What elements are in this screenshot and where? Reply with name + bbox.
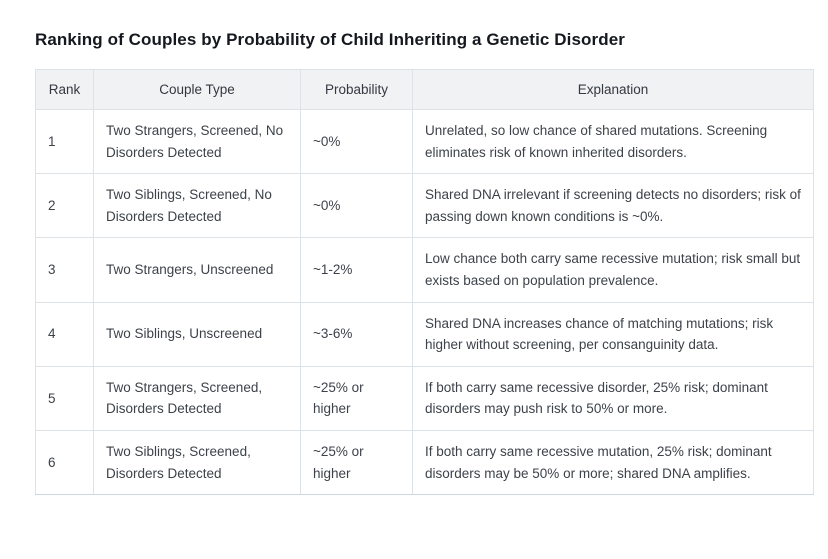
page-title: Ranking of Couples by Probability of Chi… — [35, 30, 625, 49]
couple-type-cell: Two Strangers, Unscreened — [93, 237, 301, 303]
ranking-table: Rank Couple Type Probability Explanation… — [35, 69, 814, 496]
rank-cell: 6 — [35, 429, 94, 496]
table-row: 3 Two Strangers, Unscreened ~1-2% Low ch… — [35, 237, 814, 303]
probability-cell: ~0% — [300, 108, 413, 175]
probability-cell: ~3-6% — [300, 301, 413, 367]
probability-cell: ~1-2% — [300, 237, 413, 303]
probability-cell: ~25% or higher — [300, 429, 413, 496]
column-header-probability: Probability — [300, 69, 413, 110]
explanation-cell: Low chance both carry same recessive mut… — [412, 237, 814, 303]
explanation-cell: If both carry same recessive disorder, 2… — [412, 365, 814, 431]
explanation-cell: If both carry same recessive mutation, 2… — [412, 429, 814, 496]
table-row: 5 Two Strangers, Screened, Disorders Det… — [35, 365, 814, 431]
explanation-cell: Unrelated, so low chance of shared mutat… — [412, 108, 814, 175]
probability-cell: ~0% — [300, 173, 413, 239]
rank-cell: 5 — [35, 365, 94, 431]
probability-cell: ~25% or higher — [300, 365, 413, 431]
couple-type-cell: Two Siblings, Unscreened — [93, 301, 301, 367]
couple-type-cell: Two Strangers, Screened, No Disorders De… — [93, 108, 301, 175]
rank-cell: 4 — [35, 301, 94, 367]
column-header-rank: Rank — [35, 69, 94, 110]
column-header-couple-type: Couple Type — [93, 69, 301, 110]
header-row: Rank Couple Type Probability Explanation — [35, 69, 814, 110]
page: Ranking of Couples by Probability of Chi… — [35, 30, 814, 496]
couple-type-cell: Two Siblings, Screened, No Disorders Det… — [93, 173, 301, 239]
explanation-cell: Shared DNA irrelevant if screening detec… — [412, 173, 814, 239]
rank-cell: 3 — [35, 237, 94, 303]
column-header-explanation: Explanation — [412, 69, 814, 110]
table-row: 4 Two Siblings, Unscreened ~3-6% Shared … — [35, 301, 814, 367]
explanation-cell: Shared DNA increases chance of matching … — [412, 301, 814, 367]
table-row: 2 Two Siblings, Screened, No Disorders D… — [35, 173, 814, 239]
table-row: 1 Two Strangers, Screened, No Disorders … — [35, 108, 814, 175]
rank-cell: 1 — [35, 108, 94, 175]
couple-type-cell: Two Strangers, Screened, Disorders Detec… — [93, 365, 301, 431]
table-row: 6 Two Siblings, Screened, Disorders Dete… — [35, 429, 814, 496]
couple-type-cell: Two Siblings, Screened, Disorders Detect… — [93, 429, 301, 496]
rank-cell: 2 — [35, 173, 94, 239]
